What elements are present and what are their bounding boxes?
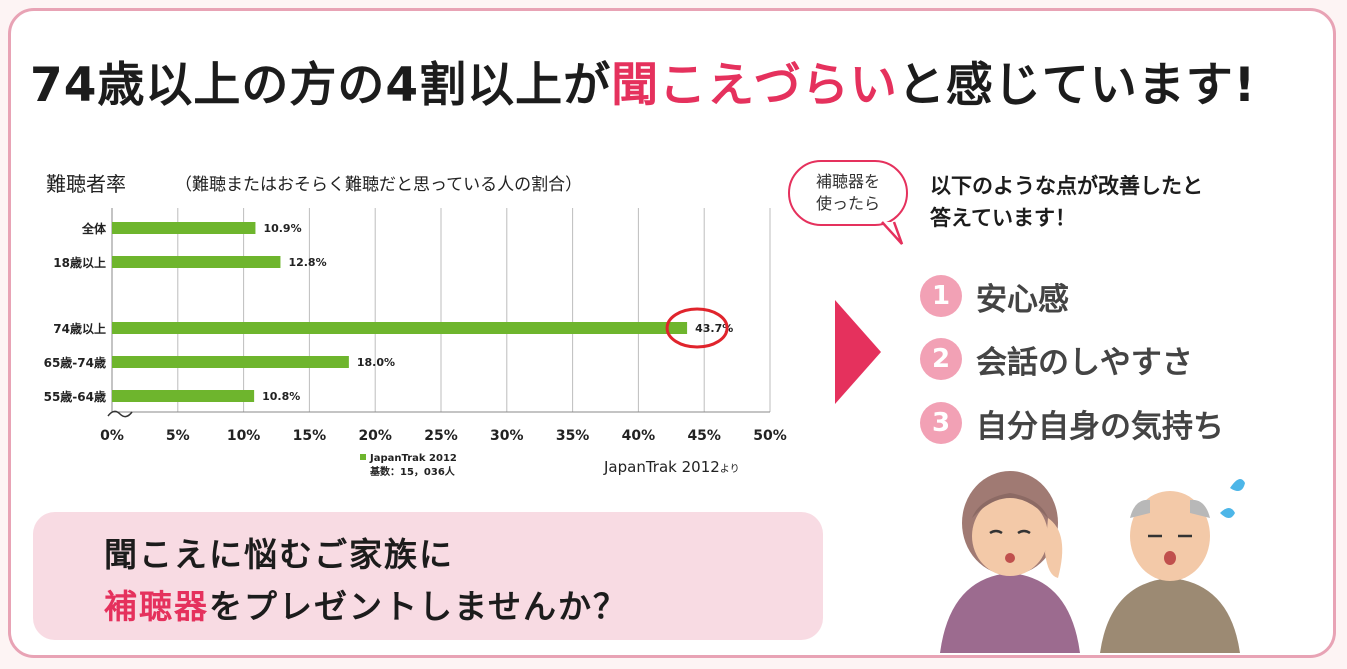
legend-base: 基数：15，036人 [369,465,456,478]
data-label: 18.0% [357,356,395,369]
improvement-item: 2 会話のしやすさ [920,336,1193,382]
data-label: 43.7% [695,322,733,335]
legend-series: JapanTrak 2012 [369,453,457,464]
improvement-label: 安心感 [976,281,1069,318]
category-label: 74歳以上 [53,321,106,336]
answer-line2: 答えています！ [930,206,1076,230]
x-tick-label: 35% [556,428,590,444]
chart-source: JapanTrak 2012より [604,458,740,476]
category-label: 全体 [81,221,107,236]
number-badge: 3 [920,402,962,444]
axis-break-icon [107,410,133,418]
data-label: 10.9% [263,222,301,235]
number-badge: 1 [920,275,962,317]
cta-line2-rest: をプレゼントしませんか？ [209,587,629,626]
speech-bubble: 補聴器を 使ったら [788,160,908,226]
x-tick-label: 5% [166,428,190,444]
answer-text: 以下のような点が改善したと 答えています！ [930,170,1203,234]
data-label: 12.8% [288,256,326,269]
headline-part2: と感じています! [897,58,1257,113]
woman-figure [940,471,1080,653]
improvement-label: 自分自身の気持ち [976,408,1224,445]
improvement-item: 3 自分自身の気持ち [920,400,1224,446]
category-label: 18歳以上 [53,255,106,270]
hearing-loss-chart: 0% 5% 10% 15% 20% 25% 30% 35% 40% 45% 50% 全体 10.9% 18… [44,208,787,478]
chart-subtitle: （難聴またはおそらく難聴だと思っている人の割合） [175,175,583,195]
bar [112,256,281,268]
bar [112,322,688,334]
sweat-drops-icon [1220,479,1245,518]
source-suffix: より [719,464,740,475]
bubble-line2: 使ったら [815,194,880,213]
headline-part1: 74歳以上の方の4割以上が [30,58,612,113]
improvement-label: 会話のしやすさ [976,344,1193,381]
x-tick-label: 50% [753,428,787,444]
man-figure [1100,491,1240,653]
bubble-tail [881,221,904,245]
cta-line1: 聞こえに悩むご家族に [104,535,454,574]
chart-title: 難聴者率 [46,172,126,196]
number-badge: 2 [920,338,962,380]
highlight-circle [665,307,729,349]
x-tick-label: 10% [227,428,261,444]
category-label: 55歳-64歳 [44,389,106,404]
answer-line1: 以下のような点が改善したと [930,174,1203,198]
bar [112,390,255,402]
x-tick-label: 15% [293,428,327,444]
bar [112,222,256,234]
bar [112,356,349,368]
bubble-line1: 補聴器を [815,172,880,191]
x-tick-label: 45% [687,428,721,444]
source-text: JapanTrak 2012 [604,458,720,476]
x-tick-label: 30% [490,428,524,444]
x-tick-label: 25% [424,428,458,444]
x-tick-label: 20% [358,428,392,444]
elderly-couple-illustration [940,471,1245,653]
data-label: 10.8% [262,390,300,403]
category-label: 65歳-74歳 [44,355,106,370]
legend-swatch [360,454,366,460]
headline-highlight: 聞こえづらい [611,58,898,113]
x-tick-label: 0% [100,428,124,444]
headline: 74歳以上の方の4割以上が聞こえづらいと感じています! [30,46,1330,115]
improvement-item: 1 安心感 [920,273,1069,319]
cta-box [33,512,823,640]
arrow-icon [835,300,881,404]
cta-line2: 補聴器をプレゼントしませんか？ [104,580,628,628]
cta-highlight: 補聴器 [104,587,209,626]
x-tick-label: 40% [622,428,656,444]
